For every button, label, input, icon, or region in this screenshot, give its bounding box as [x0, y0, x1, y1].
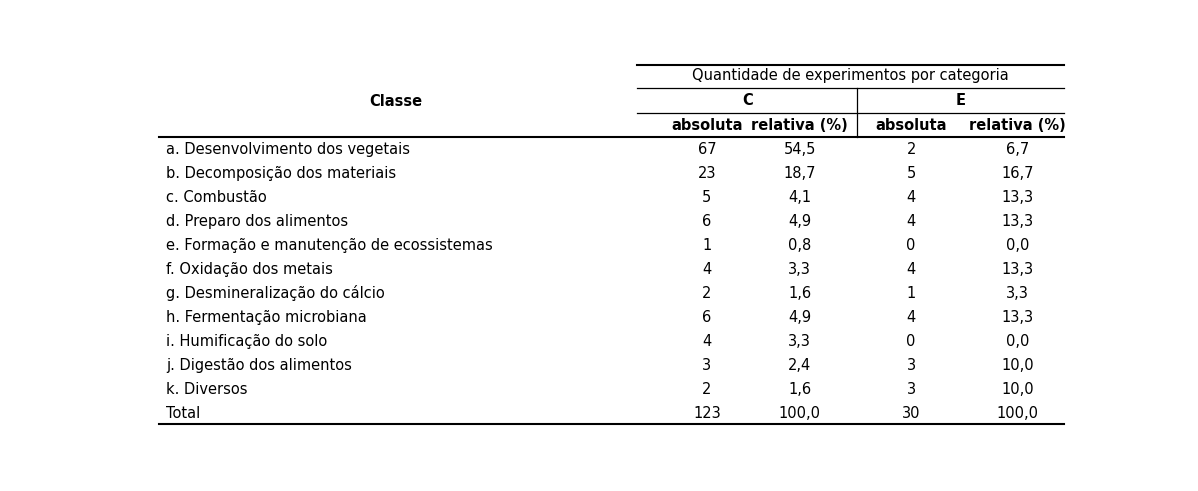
Text: g. Desmineralização do cálcio: g. Desmineralização do cálcio	[167, 285, 386, 301]
Text: 3,3: 3,3	[1006, 286, 1029, 301]
Text: 13,3: 13,3	[1002, 214, 1034, 229]
Text: 3: 3	[907, 358, 915, 373]
Text: k. Diversos: k. Diversos	[167, 382, 248, 397]
Text: 16,7: 16,7	[1002, 166, 1034, 181]
Text: b. Decomposição dos materiais: b. Decomposição dos materiais	[167, 166, 397, 181]
Text: 54,5: 54,5	[783, 142, 816, 157]
Text: 0: 0	[907, 238, 915, 253]
Text: 10,0: 10,0	[1002, 382, 1034, 397]
Text: 13,3: 13,3	[1002, 262, 1034, 277]
Text: 13,3: 13,3	[1002, 190, 1034, 205]
Text: 0: 0	[907, 334, 915, 349]
Text: 4: 4	[907, 262, 915, 277]
Text: 4: 4	[907, 190, 915, 205]
Text: 10,0: 10,0	[1002, 358, 1034, 373]
Text: C: C	[742, 93, 752, 108]
Text: 1,6: 1,6	[788, 286, 811, 301]
Text: 4,1: 4,1	[788, 190, 811, 205]
Text: Quantidade de experimentos por categoria: Quantidade de experimentos por categoria	[692, 68, 1009, 83]
Text: e. Formação e manutenção de ecossistemas: e. Formação e manutenção de ecossistemas	[167, 238, 494, 253]
Text: a. Desenvolvimento dos vegetais: a. Desenvolvimento dos vegetais	[167, 142, 411, 157]
Text: 3: 3	[907, 382, 915, 397]
Text: Total: Total	[167, 406, 201, 421]
Text: E: E	[956, 93, 966, 108]
Text: 3,3: 3,3	[788, 334, 811, 349]
Text: 4: 4	[907, 310, 915, 325]
Text: 1: 1	[907, 286, 915, 301]
Text: 5: 5	[702, 190, 712, 205]
Text: 18,7: 18,7	[783, 166, 816, 181]
Text: 4: 4	[702, 262, 712, 277]
Text: 3: 3	[702, 358, 712, 373]
Text: 2: 2	[702, 286, 712, 301]
Text: 3,3: 3,3	[788, 262, 811, 277]
Text: 2: 2	[907, 142, 915, 157]
Text: 6,7: 6,7	[1006, 142, 1029, 157]
Text: c. Combustão: c. Combustão	[167, 190, 267, 205]
Text: 0,8: 0,8	[788, 238, 811, 253]
Text: relativa (%): relativa (%)	[751, 118, 848, 133]
Text: 4: 4	[702, 334, 712, 349]
Text: 1: 1	[702, 238, 712, 253]
Text: i. Humificação do solo: i. Humificação do solo	[167, 334, 328, 349]
Text: 4,9: 4,9	[788, 214, 811, 229]
Text: 67: 67	[697, 142, 716, 157]
Text: 0,0: 0,0	[1006, 334, 1029, 349]
Text: 100,0: 100,0	[779, 406, 821, 421]
Text: 2,4: 2,4	[788, 358, 811, 373]
Text: 13,3: 13,3	[1002, 310, 1034, 325]
Text: Classe: Classe	[369, 94, 423, 109]
Text: 6: 6	[702, 310, 712, 325]
Text: h. Fermentação microbiana: h. Fermentação microbiana	[167, 310, 368, 325]
Text: d. Preparo dos alimentos: d. Preparo dos alimentos	[167, 214, 349, 229]
Text: 4,9: 4,9	[788, 310, 811, 325]
Text: 5: 5	[907, 166, 915, 181]
Text: f. Oxidação dos metais: f. Oxidação dos metais	[167, 262, 333, 277]
Text: 23: 23	[697, 166, 716, 181]
Text: absoluta: absoluta	[671, 118, 743, 133]
Text: j. Digestão dos alimentos: j. Digestão dos alimentos	[167, 358, 352, 373]
Text: 2: 2	[702, 382, 712, 397]
Text: 123: 123	[692, 406, 721, 421]
Text: 0,0: 0,0	[1006, 238, 1029, 253]
Text: 30: 30	[902, 406, 920, 421]
Text: 1,6: 1,6	[788, 382, 811, 397]
Text: 100,0: 100,0	[997, 406, 1039, 421]
Text: 4: 4	[907, 214, 915, 229]
Text: relativa (%): relativa (%)	[969, 118, 1066, 133]
Text: absoluta: absoluta	[876, 118, 946, 133]
Text: 6: 6	[702, 214, 712, 229]
